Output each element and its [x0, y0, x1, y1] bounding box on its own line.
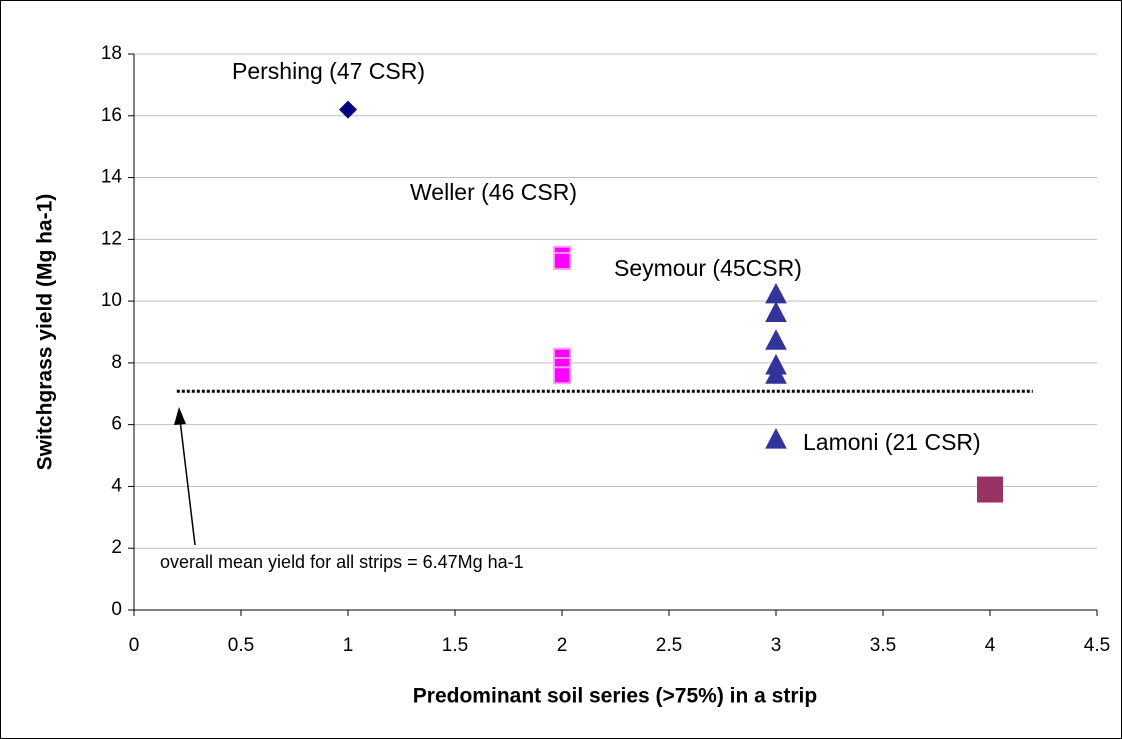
- annotation: Lamoni (21 CSR): [803, 429, 981, 455]
- point: [765, 329, 787, 350]
- annotation: Seymour (45CSR): [614, 255, 802, 281]
- x-tick-label: 0.5: [228, 635, 254, 656]
- x-tick-label: 4.5: [1084, 635, 1110, 656]
- point: [765, 363, 787, 384]
- annotation: Pershing (47 CSR): [232, 58, 425, 84]
- x-tick-label: 1: [343, 635, 354, 656]
- annotation: overall mean yield for all strips = 6.47…: [160, 552, 524, 572]
- point: [977, 476, 1003, 503]
- x-tick-label: 3: [771, 635, 782, 656]
- x-axis-title: Predominant soil series (>75%) in a stri…: [413, 685, 817, 708]
- point: [553, 251, 571, 270]
- y-axis-title: Switchgrass yield (Mg ha-1): [34, 194, 57, 471]
- annotation: Weller (46 CSR): [410, 179, 577, 205]
- y-tick-label: 18: [101, 43, 122, 64]
- x-tick-label: 4: [985, 635, 996, 656]
- x-tick-label: 3.5: [870, 635, 896, 656]
- y-tick-label: 10: [101, 290, 122, 311]
- arrow-shaft: [179, 419, 196, 546]
- y-tick-label: 6: [111, 414, 122, 435]
- y-tick-label: 4: [111, 475, 122, 496]
- point: [553, 366, 571, 385]
- x-tick-label: 0: [129, 635, 140, 656]
- point: [339, 100, 357, 119]
- y-tick-label: 0: [111, 599, 122, 620]
- point: [765, 428, 787, 449]
- y-tick-label: 8: [111, 352, 122, 373]
- x-tick-label: 2.5: [656, 635, 682, 656]
- x-tick-label: 1.5: [442, 635, 468, 656]
- arrow-head: [174, 407, 186, 425]
- y-tick-label: 12: [101, 228, 122, 249]
- y-tick-label: 16: [101, 105, 122, 126]
- x-tick-label: 2: [557, 635, 568, 656]
- y-tick-label: 2: [111, 537, 122, 558]
- y-tick-label: 14: [101, 167, 123, 188]
- point: [765, 301, 787, 322]
